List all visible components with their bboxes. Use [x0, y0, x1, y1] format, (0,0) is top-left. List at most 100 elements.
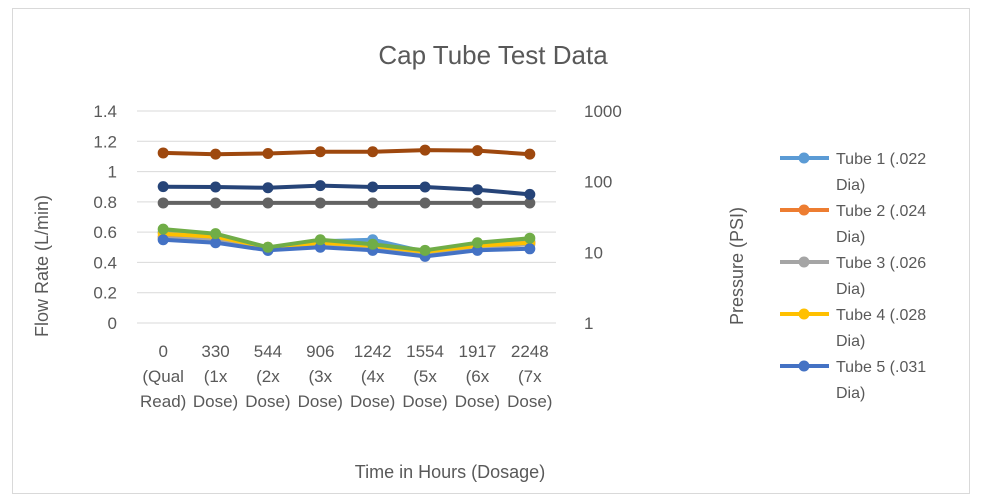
y-tick-label: 1.2 — [93, 132, 117, 151]
series-line — [163, 237, 530, 259]
data-point — [471, 197, 483, 209]
series-line — [163, 231, 530, 254]
x-tick-label: (3x — [309, 367, 333, 386]
data-point — [210, 228, 222, 240]
y-axis-ticks: 0 0.2 0.4 0.6 0.8 1 1.2 1.4 — [93, 102, 117, 333]
y-tick-label: 0.8 — [93, 193, 117, 212]
series-group — [157, 144, 536, 262]
data-point — [524, 197, 536, 209]
data-point — [314, 180, 326, 192]
x-tick-label: (7x — [518, 367, 542, 386]
data-point — [262, 148, 274, 160]
legend-marker — [798, 308, 810, 320]
x-tick-label: (Qual — [142, 367, 184, 386]
gridlines — [137, 110, 556, 324]
x-tick-label: 1242 — [354, 342, 392, 361]
x-tick-label: (6x — [466, 367, 490, 386]
x-tick-label: 544 — [254, 342, 282, 361]
y2-axis-title: Pressure (PSI) — [727, 207, 747, 325]
data-point — [524, 232, 536, 244]
data-point — [262, 241, 274, 253]
y-axis-title: Flow Rate (L/min) — [32, 195, 52, 337]
data-point — [210, 197, 222, 209]
data-point — [471, 184, 483, 196]
series-line — [163, 227, 530, 253]
data-point — [210, 237, 222, 249]
legend-label: Tube 4 (.028 Dia) — [836, 307, 926, 350]
x-tick-label: Dose) — [507, 392, 552, 411]
x-tick-label: (5x — [413, 367, 437, 386]
y2-tick-label: 10 — [584, 243, 603, 262]
x-tick-label: Dose) — [245, 392, 290, 411]
chart-title: Cap Tube Test Data — [378, 40, 608, 70]
x-tick-label: Dose) — [402, 392, 447, 411]
y-tick-label: 0.6 — [93, 223, 117, 242]
data-point — [314, 197, 326, 209]
data-point — [367, 181, 379, 193]
series-line — [163, 183, 530, 197]
series-9 — [157, 180, 536, 200]
y-tick-label: 0.2 — [93, 284, 117, 303]
data-point — [471, 145, 483, 157]
legend-label: Tube 2 (.024 Dia) — [836, 203, 926, 246]
legend-item: Tube 5 (.031 Dia) — [780, 359, 926, 402]
series-8 — [157, 197, 536, 209]
x-tick-label: 2248 — [511, 342, 549, 361]
legend-marker — [798, 152, 810, 164]
legend-label: Tube 5 (.031 Dia) — [836, 359, 926, 402]
legend-marker — [798, 360, 810, 372]
x-tick-label: Dose) — [350, 392, 395, 411]
data-point — [367, 197, 379, 209]
x-tick-label: 0 — [158, 342, 167, 361]
y2-axis-ticks: 1 10 100 1000 — [584, 102, 622, 333]
data-point — [157, 223, 169, 235]
series-6 — [157, 223, 536, 256]
y-tick-label: 0.4 — [93, 253, 117, 272]
data-point — [262, 182, 274, 194]
legend-item: Tube 4 (.028 Dia) — [780, 307, 926, 350]
data-point — [157, 181, 169, 193]
x-tick-label: (1x — [204, 367, 228, 386]
y2-tick-label: 1000 — [584, 102, 622, 121]
y-tick-label: 0 — [108, 314, 117, 333]
y-tick-label: 1.4 — [93, 102, 117, 121]
data-point — [210, 148, 222, 160]
data-point — [471, 244, 483, 256]
series-line — [163, 148, 530, 157]
data-point — [367, 238, 379, 250]
y2-tick-label: 100 — [584, 173, 612, 192]
x-tick-label: (2x — [256, 367, 280, 386]
x-axis-ticks: 0 (Qual Read) 330 (1x Dose) 544 (2x Dose) 906 (3x D… — [140, 342, 552, 411]
x-tick-label: Dose) — [193, 392, 238, 411]
x-tick-label: 1554 — [406, 342, 444, 361]
data-point — [419, 244, 431, 256]
x-tick-label: Read) — [140, 392, 186, 411]
x-tick-label: (4x — [361, 367, 385, 386]
legend-label: Tube 1 (.022 Dia) — [836, 151, 926, 194]
legend-item: Tube 3 (.026 Dia) — [780, 255, 926, 298]
x-tick-label: Dose) — [455, 392, 500, 411]
legend: Tube 1 (.022 Dia) Tube 2 (.024 Dia) Tube 3 (… — [780, 151, 926, 402]
data-point — [262, 197, 274, 209]
data-point — [157, 197, 169, 209]
data-point — [314, 234, 326, 246]
legend-label: Tube 3 (.026 Dia) — [836, 255, 926, 298]
data-point — [471, 237, 483, 249]
legend-item: Tube 1 (.022 Dia) — [780, 151, 926, 194]
data-point — [210, 181, 222, 193]
legend-item: Tube 2 (.024 Dia) — [780, 203, 926, 246]
data-point — [419, 181, 431, 193]
legend-marker — [798, 204, 810, 216]
data-point — [419, 144, 431, 156]
data-point — [157, 234, 169, 246]
data-point — [419, 197, 431, 209]
x-axis-title: Time in Hours (Dosage) — [355, 462, 545, 482]
y-tick-label: 1 — [108, 163, 117, 182]
x-tick-label: Dose) — [298, 392, 343, 411]
data-point — [524, 148, 536, 160]
data-point — [524, 188, 536, 200]
data-point — [157, 147, 169, 159]
data-point — [314, 241, 326, 253]
x-tick-label: 906 — [306, 342, 334, 361]
